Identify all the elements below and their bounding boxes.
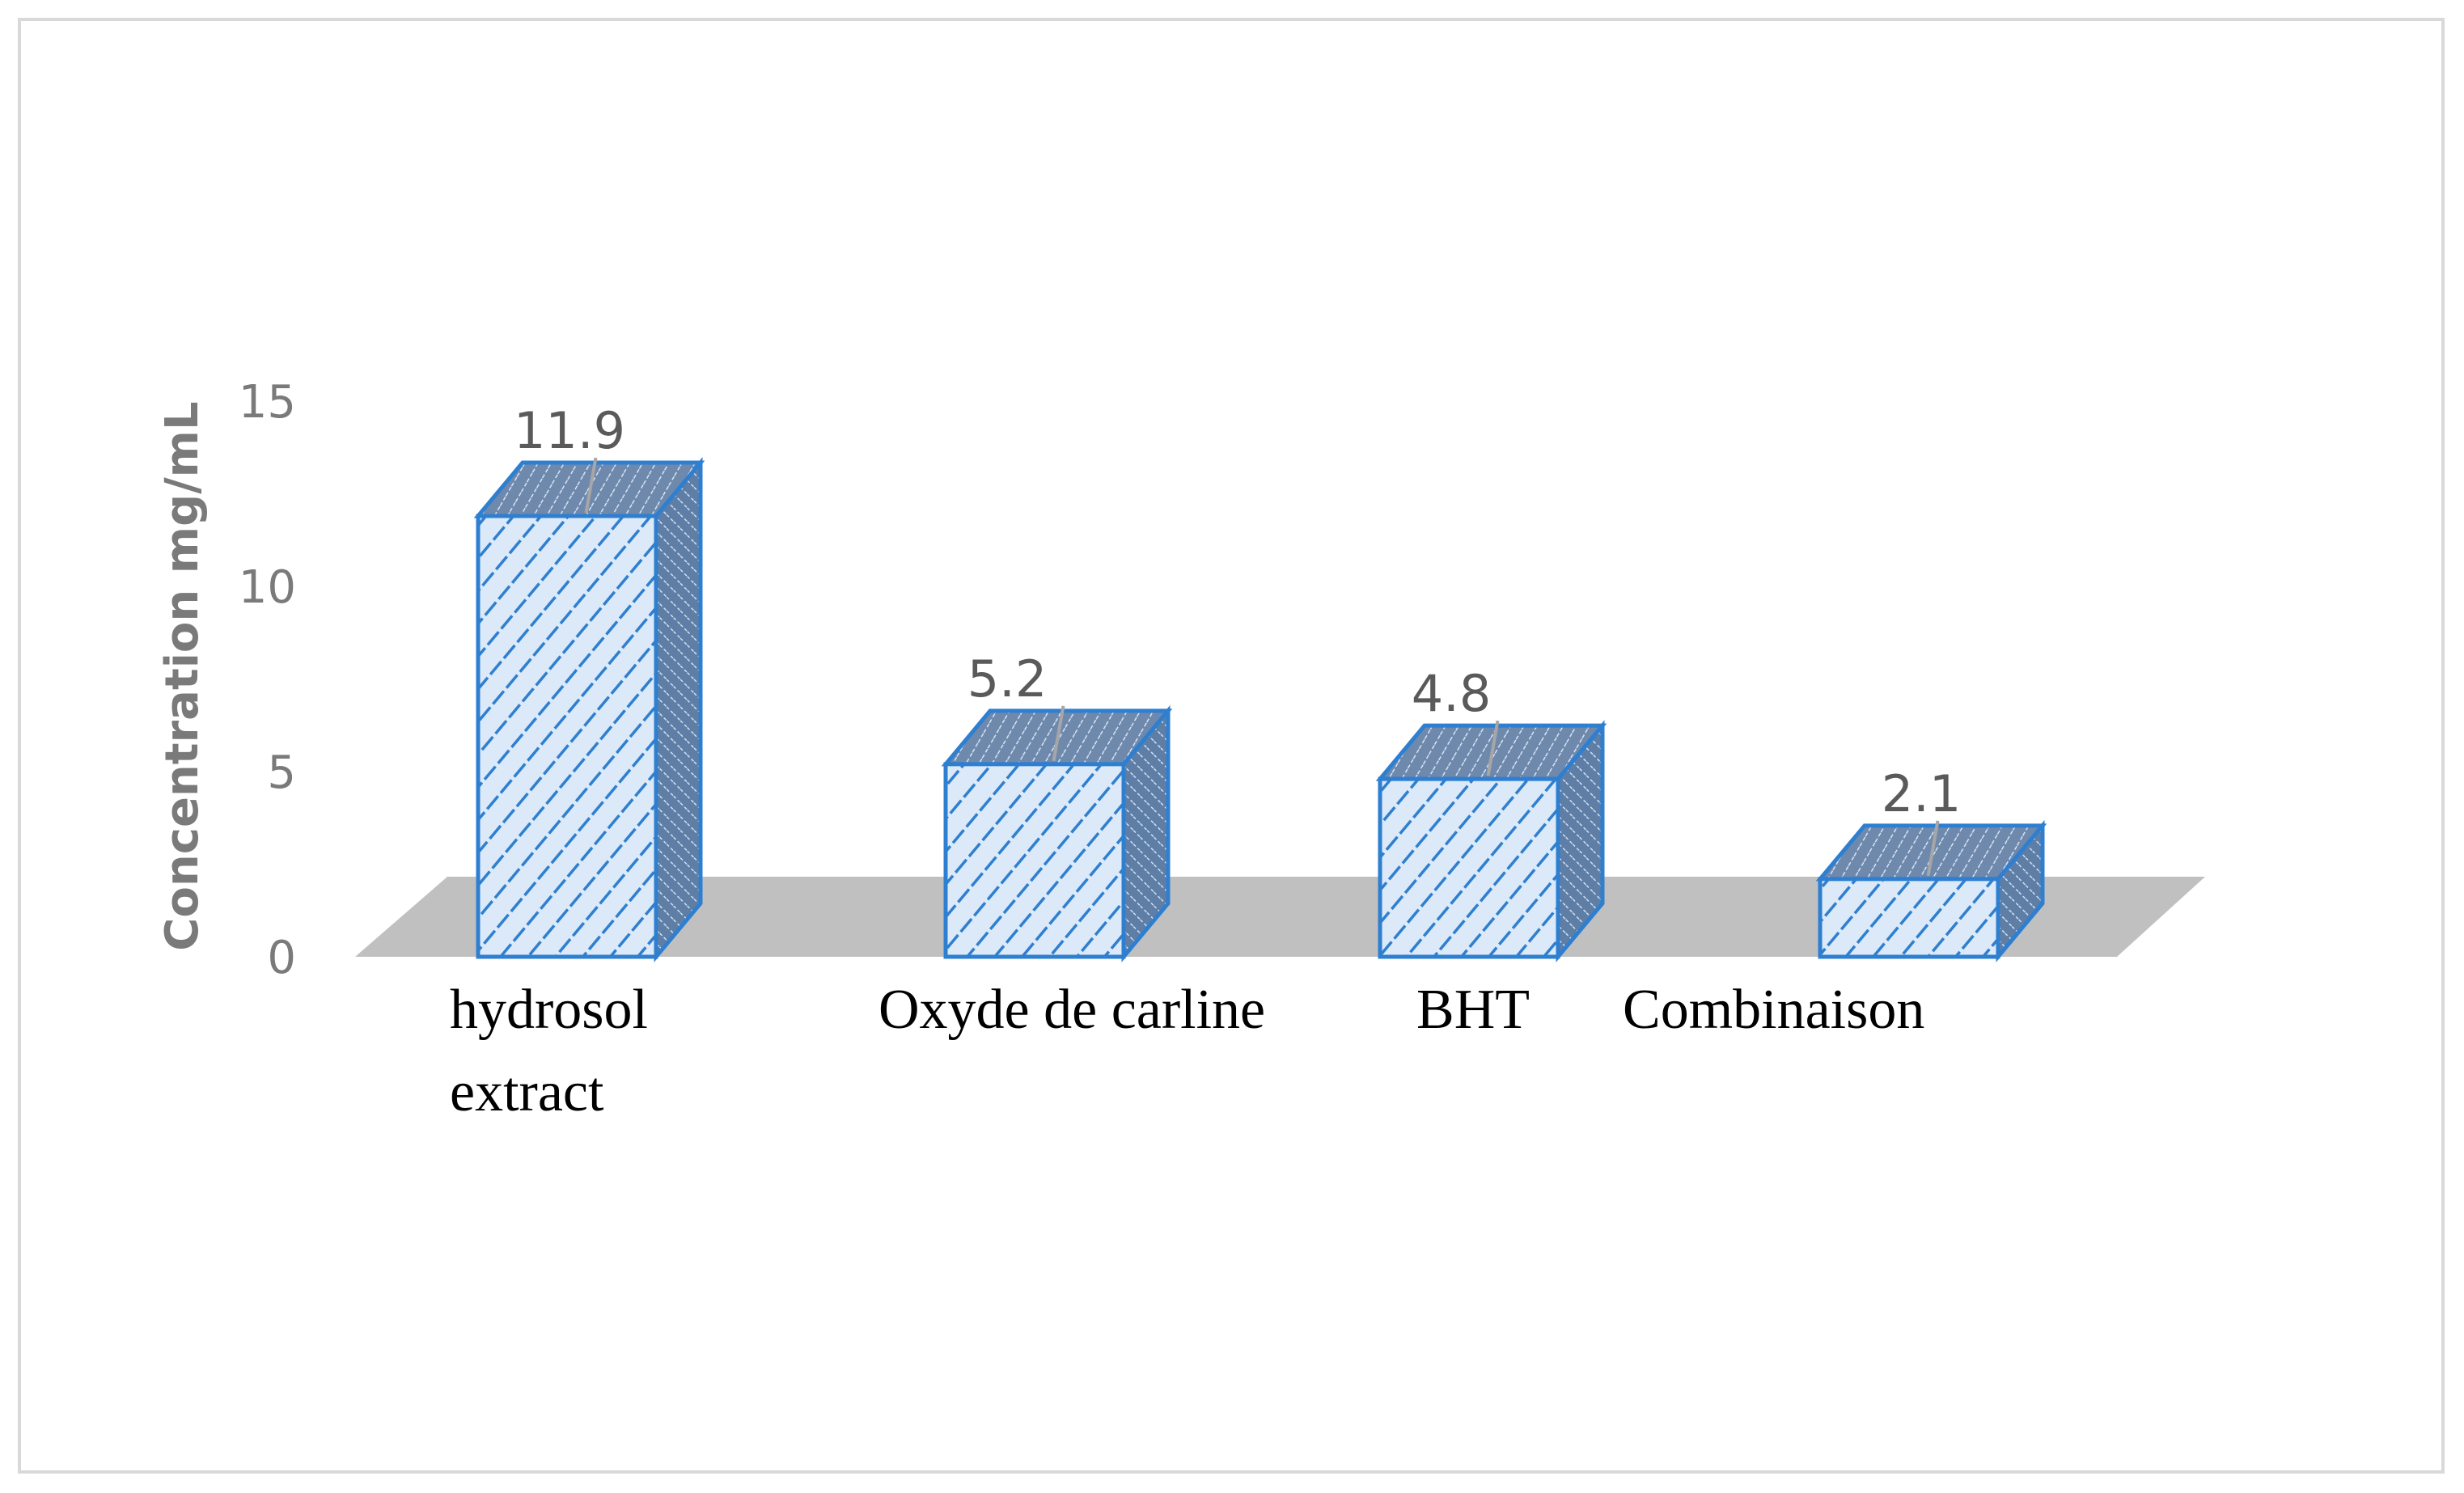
bar-front-face	[1378, 776, 1560, 959]
data-label: 2.1	[1882, 764, 1962, 823]
data-label-leader	[1052, 705, 1065, 762]
bar	[941, 704, 1173, 962]
bar	[1815, 819, 2047, 962]
category-label-group: hydrosol extract Oxyde de carline BHT Combin…	[450, 979, 1924, 1123]
chart-svg: Concentration mg/mL 0 5 10 15 11.9 5.2 4.8 2.1…	[156, 376, 2205, 1123]
y-tick-group: 0 5 10 15	[239, 376, 296, 984]
data-label: 11.9	[514, 401, 625, 460]
data-label-leader	[1486, 720, 1500, 776]
data-label: 4.8	[1412, 664, 1492, 723]
x-tick-label: Combinaison	[1623, 979, 1924, 1041]
y-axis-title: Concentration mg/mL	[156, 401, 209, 950]
x-tick-label: BHT	[1416, 979, 1530, 1041]
x-tick-label: Oxyde de carline	[878, 979, 1265, 1041]
data-label: 5.2	[967, 649, 1048, 708]
bar	[1375, 720, 1607, 962]
x-tick-label: hydrosol extract	[450, 979, 648, 1123]
bar-side-face	[654, 457, 703, 962]
chart-floor	[355, 877, 2205, 957]
chart-frame: Concentration mg/mL 0 5 10 15 11.9 5.2 4.8 2.1…	[18, 18, 2445, 1474]
y-axis: Concentration mg/mL 0 5 10 15	[156, 376, 296, 984]
y-tick-label: 0	[267, 932, 296, 984]
y-tick-label: 10	[239, 561, 296, 614]
bar-front-face	[476, 514, 658, 959]
bar-front-face	[1818, 877, 2000, 959]
bar-group	[473, 457, 2047, 962]
bar	[473, 457, 705, 962]
bar-front-face	[943, 762, 1126, 959]
data-label-leader	[584, 457, 598, 514]
data-label-leader	[1926, 820, 1940, 877]
data-label-group: 11.9 5.2 4.8 2.1	[514, 401, 1961, 823]
y-tick-label: 5	[267, 746, 296, 799]
y-tick-label: 15	[239, 376, 296, 429]
